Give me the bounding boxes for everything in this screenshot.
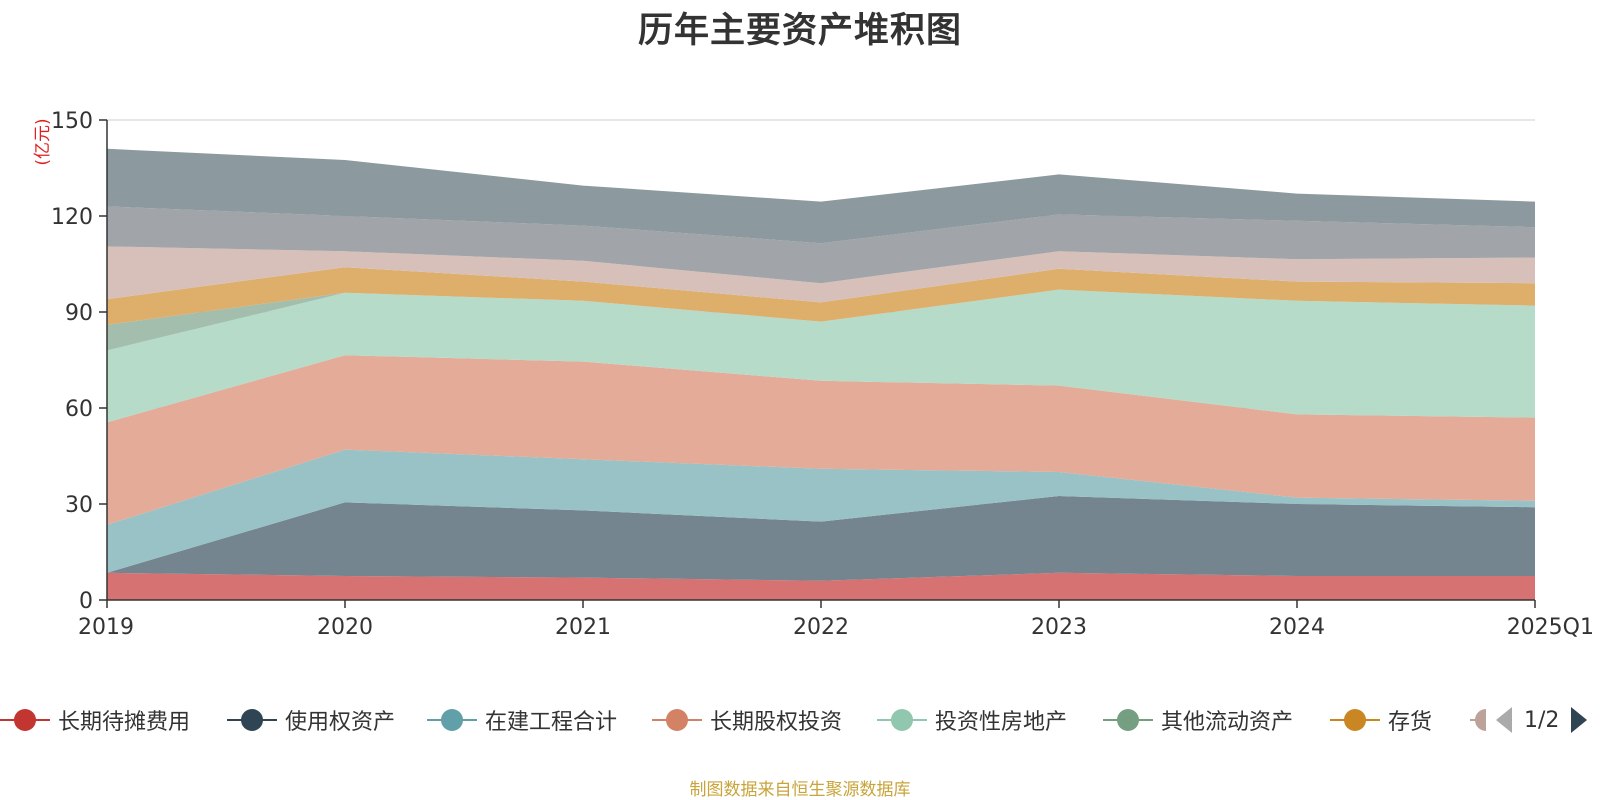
x-tick-label: 2025Q1 bbox=[1507, 615, 1594, 640]
legend-marker-icon bbox=[877, 709, 927, 731]
y-tick-label: 30 bbox=[65, 493, 93, 518]
legend-item-2[interactable]: 使用权资产 bbox=[227, 700, 395, 740]
legend-marker-icon bbox=[652, 709, 702, 731]
legend-label: 长期股权投资 bbox=[710, 710, 843, 735]
x-tick-label: 2021 bbox=[555, 615, 611, 640]
legend-marker-icon bbox=[427, 709, 477, 731]
legend: 长期待摊费用 使用权资产 在建工程合计 长期股权投资 投资性房地产 其他流动资产 存货 bbox=[0, 700, 1600, 740]
area-series-7[interactable] bbox=[107, 267, 1535, 325]
legend-item-3[interactable]: 在建工程合计 bbox=[427, 700, 617, 740]
legend-marker-icon bbox=[227, 709, 277, 731]
x-tick-label: 2022 bbox=[793, 615, 849, 640]
y-tick-label: 120 bbox=[51, 205, 93, 230]
y-axis-unit-label: (亿元) bbox=[33, 118, 53, 165]
legend-marker-icon bbox=[1103, 709, 1153, 731]
area-series-4[interactable] bbox=[107, 355, 1535, 525]
legend-item-8[interactable] bbox=[1470, 700, 1486, 740]
area-series-5[interactable] bbox=[107, 289, 1535, 423]
axes: 0 30 60 90 120 150 2019 2020 2021 2022 2023 2024 202… bbox=[51, 109, 1594, 640]
y-tick-label: 90 bbox=[65, 301, 93, 326]
chart-title: 历年主要资产堆积图 bbox=[637, 11, 962, 51]
x-tick-label: 2020 bbox=[317, 615, 373, 640]
legend-item-7[interactable]: 存货 bbox=[1330, 700, 1432, 740]
area-series-10[interactable] bbox=[107, 148, 1535, 244]
legend-marker-icon bbox=[1330, 709, 1380, 731]
x-tick-label: 2024 bbox=[1269, 615, 1325, 640]
legend-pager: 1/2 bbox=[1494, 700, 1589, 740]
legend-label: 存货 bbox=[1388, 710, 1433, 735]
legend-prev-icon[interactable] bbox=[1494, 705, 1514, 735]
legend-marker-icon bbox=[1470, 709, 1486, 731]
legend-next-icon[interactable] bbox=[1569, 705, 1589, 735]
legend-label: 使用权资产 bbox=[285, 710, 396, 735]
legend-marker-icon bbox=[0, 709, 50, 731]
legend-item-5[interactable]: 投资性房地产 bbox=[877, 700, 1067, 740]
legend-label: 长期待摊费用 bbox=[58, 710, 191, 735]
legend-item-4[interactable]: 长期股权投资 bbox=[652, 700, 842, 740]
legend-label: 在建工程合计 bbox=[485, 710, 618, 735]
y-tick-label: 150 bbox=[51, 109, 93, 134]
legend-label: 其他流动资产 bbox=[1161, 710, 1294, 735]
stacked-area-chart: 0 30 60 90 120 150 2019 2020 2021 2022 2023 2024 202… bbox=[33, 109, 1594, 640]
area-series-8[interactable] bbox=[107, 246, 1535, 303]
area-series-3[interactable] bbox=[107, 449, 1535, 573]
area-series-group bbox=[107, 148, 1535, 600]
x-tick-label: 2019 bbox=[78, 615, 134, 640]
area-series-9[interactable] bbox=[107, 206, 1535, 284]
legend-page-indicator: 1/2 bbox=[1524, 707, 1560, 733]
y-tick-label: 0 bbox=[79, 589, 93, 614]
x-tick-label: 2023 bbox=[1031, 615, 1087, 640]
area-series-2[interactable] bbox=[107, 496, 1535, 581]
y-tick-label: 60 bbox=[65, 397, 93, 422]
legend-item-6[interactable]: 其他流动资产 bbox=[1103, 700, 1293, 740]
area-series-1[interactable] bbox=[107, 572, 1535, 600]
legend-item-1[interactable]: 长期待摊费用 bbox=[0, 700, 190, 740]
legend-label: 投资性房地产 bbox=[935, 710, 1068, 735]
source-note: 制图数据来自恒生聚源数据库 bbox=[689, 780, 911, 800]
